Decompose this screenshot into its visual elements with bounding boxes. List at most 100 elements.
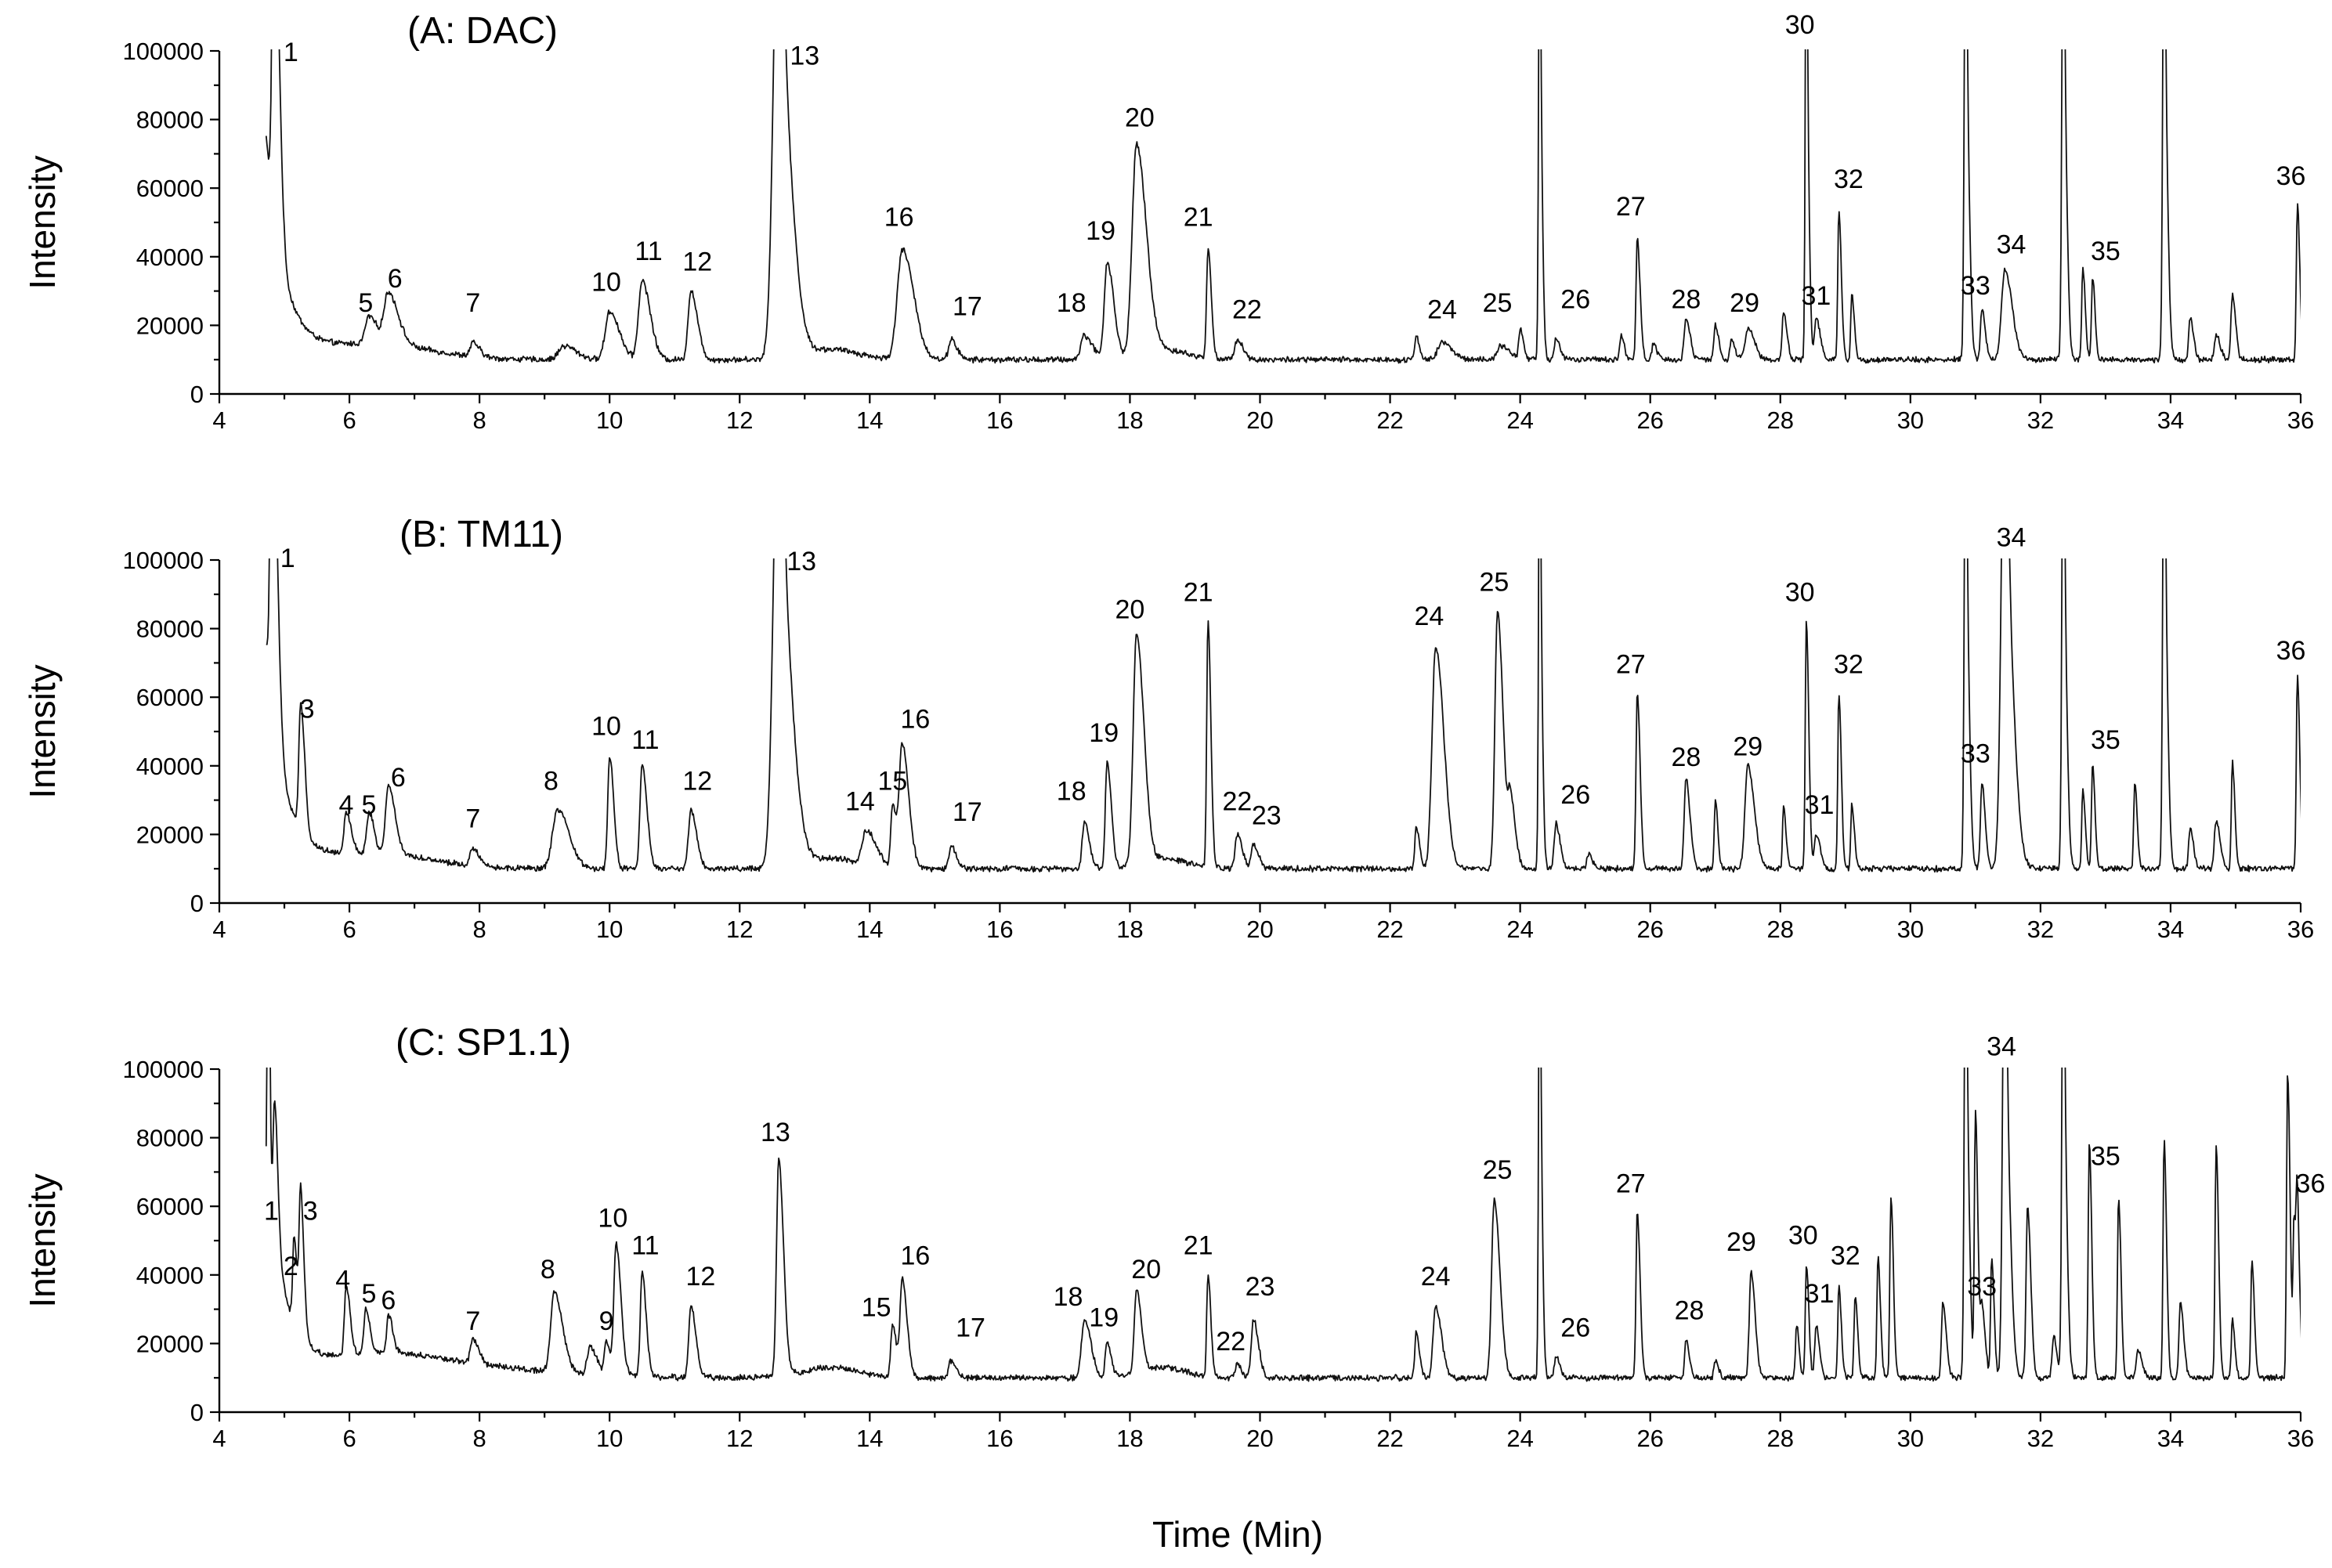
peak-label: 29 bbox=[1733, 732, 1763, 762]
peak-label: 29 bbox=[1726, 1227, 1756, 1257]
panel-title: (B: TM11) bbox=[400, 514, 563, 555]
x-tick-label: 32 bbox=[2027, 916, 2054, 943]
peak-label: 35 bbox=[2091, 237, 2120, 266]
peak-label: 28 bbox=[1671, 285, 1701, 315]
x-tick-label: 12 bbox=[726, 1425, 753, 1452]
x-tick-label: 28 bbox=[1767, 406, 1794, 434]
peak-label: 34 bbox=[1987, 1031, 2016, 1061]
peak-label: 5 bbox=[362, 1279, 377, 1309]
peak-label: 36 bbox=[2276, 636, 2306, 666]
peak-label: 22 bbox=[1216, 1327, 1246, 1357]
peak-label: 36 bbox=[2276, 161, 2306, 191]
x-tick-label: 10 bbox=[596, 1425, 623, 1452]
peak-label: 8 bbox=[544, 766, 559, 796]
peak-label: 12 bbox=[682, 247, 712, 276]
peak-label: 19 bbox=[1089, 1303, 1119, 1333]
peak-label: 17 bbox=[956, 1313, 985, 1343]
x-tick-label: 8 bbox=[473, 406, 486, 434]
peak-label: 12 bbox=[686, 1262, 716, 1292]
peak-label: 13 bbox=[790, 42, 819, 71]
peak-label: 17 bbox=[953, 291, 982, 321]
peak-label: 11 bbox=[631, 725, 659, 755]
peak-label: 26 bbox=[1560, 780, 1590, 810]
peak-label: 35 bbox=[2091, 1142, 2120, 1172]
x-tick-label: 30 bbox=[1897, 1425, 1924, 1452]
peak-label: 18 bbox=[1054, 1282, 1083, 1312]
peak-label: 21 bbox=[1184, 202, 1213, 232]
peak-label: 24 bbox=[1427, 295, 1457, 325]
peak-label: 26 bbox=[1560, 285, 1590, 315]
peak-label: 25 bbox=[1479, 567, 1509, 597]
peak-label: 7 bbox=[465, 288, 480, 318]
x-tick-label: 14 bbox=[856, 1425, 883, 1452]
peak-label: 6 bbox=[391, 763, 406, 793]
peak-label: 1 bbox=[280, 544, 295, 573]
x-tick-label: 24 bbox=[1506, 916, 1533, 943]
y-tick-label: 80000 bbox=[136, 107, 204, 134]
x-tick-label: 36 bbox=[2287, 916, 2314, 943]
peak-label: 30 bbox=[1785, 578, 1815, 608]
chromatogram-trace bbox=[265, 1068, 2301, 1382]
peak-label: 8 bbox=[541, 1255, 555, 1284]
x-tick-label: 4 bbox=[212, 406, 226, 434]
y-tick-label: 100000 bbox=[123, 1056, 204, 1083]
peak-label: 4 bbox=[338, 790, 353, 820]
peak-label: 1 bbox=[264, 1197, 279, 1227]
x-tick-label: 30 bbox=[1897, 406, 1924, 434]
peak-label: 13 bbox=[786, 547, 816, 576]
y-tick-label: 100000 bbox=[123, 547, 204, 574]
y-tick-label: 0 bbox=[190, 1399, 204, 1426]
peak-label: 32 bbox=[1831, 1241, 1860, 1271]
y-tick-label: 100000 bbox=[123, 38, 204, 65]
x-tick-label: 22 bbox=[1376, 406, 1403, 434]
x-tick-label: 4 bbox=[212, 916, 226, 943]
peak-label: 4 bbox=[335, 1265, 350, 1295]
peak-label: 30 bbox=[1785, 10, 1815, 40]
y-axis-label: Intensity bbox=[22, 664, 63, 798]
peak-label: 30 bbox=[1788, 1220, 1818, 1250]
peak-label: 15 bbox=[862, 1292, 891, 1322]
panel-title: (C: SP1.1) bbox=[396, 1022, 571, 1064]
x-tick-label: 34 bbox=[2157, 916, 2184, 943]
panel-title: (A: DAC) bbox=[407, 10, 558, 52]
peak-label: 22 bbox=[1232, 295, 1262, 325]
peak-label: 19 bbox=[1089, 718, 1119, 748]
peak-label: 33 bbox=[1961, 271, 1990, 301]
y-axis-label: Intensity bbox=[22, 155, 63, 289]
y-tick-label: 80000 bbox=[136, 616, 204, 643]
y-tick-label: 20000 bbox=[136, 312, 204, 339]
peak-label: 3 bbox=[303, 1197, 318, 1227]
peak-label: 34 bbox=[1997, 229, 2026, 259]
peak-label: 32 bbox=[1834, 650, 1864, 680]
x-tick-label: 24 bbox=[1506, 1425, 1533, 1452]
peak-label: 16 bbox=[901, 1241, 931, 1271]
peak-label: 29 bbox=[1730, 288, 1759, 318]
peak-label: 31 bbox=[1802, 281, 1831, 311]
peak-label: 16 bbox=[884, 202, 914, 232]
peak-label: 31 bbox=[1805, 1279, 1835, 1309]
x-tick-label: 6 bbox=[342, 916, 356, 943]
x-tick-label: 32 bbox=[2027, 1425, 2054, 1452]
peak-label: 34 bbox=[1997, 522, 2026, 552]
peak-label: 11 bbox=[635, 237, 662, 266]
peak-label: 13 bbox=[761, 1118, 790, 1147]
x-tick-label: 8 bbox=[473, 916, 486, 943]
x-tick-label: 36 bbox=[2287, 1425, 2314, 1452]
peak-label: 27 bbox=[1616, 192, 1646, 222]
peak-label: 9 bbox=[599, 1306, 614, 1336]
peak-label: 32 bbox=[1834, 164, 1864, 194]
x-tick-label: 16 bbox=[986, 916, 1013, 943]
y-tick-label: 60000 bbox=[136, 1193, 204, 1220]
y-tick-label: 40000 bbox=[136, 1262, 204, 1289]
peak-label: 24 bbox=[1414, 602, 1444, 631]
x-tick-label: 6 bbox=[342, 1425, 356, 1452]
peak-label: 18 bbox=[1057, 288, 1086, 318]
x-tick-label: 10 bbox=[596, 406, 623, 434]
x-tick-label: 26 bbox=[1636, 406, 1663, 434]
x-tick-label: 34 bbox=[2157, 1425, 2184, 1452]
peak-label: 16 bbox=[901, 705, 931, 735]
peak-label: 36 bbox=[2296, 1169, 2326, 1199]
x-tick-label: 18 bbox=[1116, 406, 1143, 434]
peak-label: 2 bbox=[284, 1252, 298, 1281]
